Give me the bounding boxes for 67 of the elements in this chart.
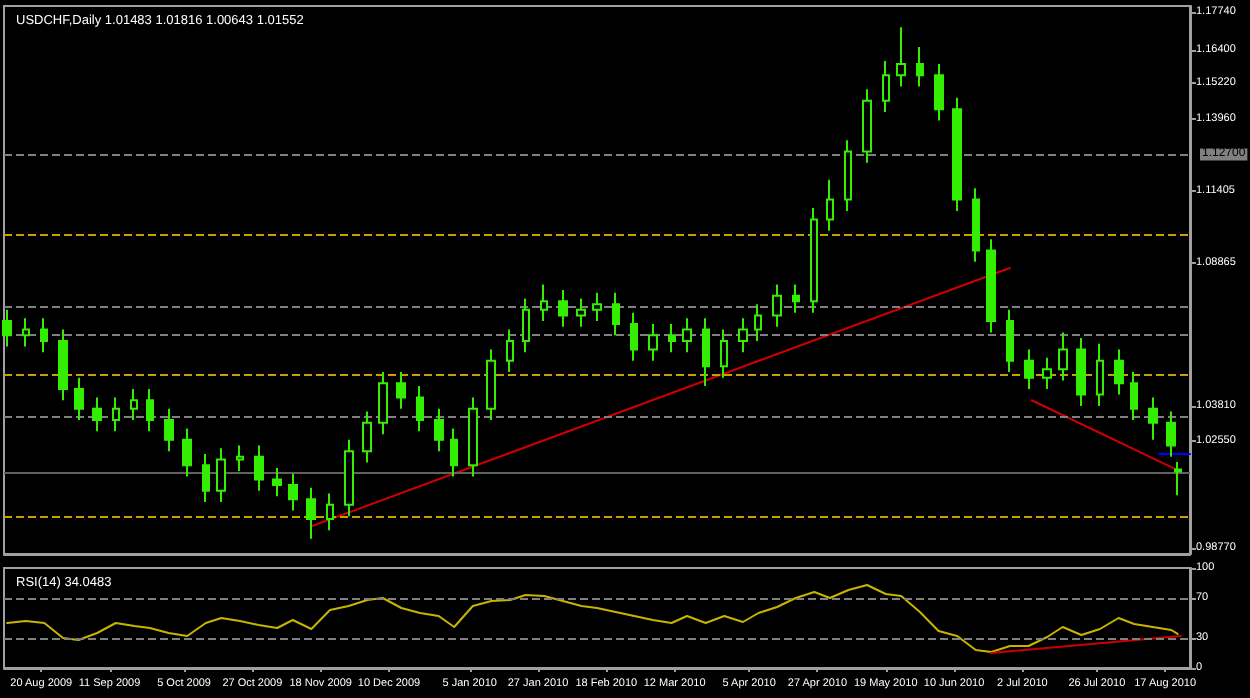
candlestick bbox=[2, 308, 12, 348]
candlestick bbox=[146, 387, 154, 433]
candlestick bbox=[702, 317, 710, 388]
candlestick bbox=[1042, 356, 1052, 390]
candlestick bbox=[1130, 370, 1138, 422]
candlestick bbox=[182, 427, 192, 478]
candlestick bbox=[844, 139, 852, 212]
candlestick bbox=[254, 444, 264, 492]
candlestick bbox=[1058, 331, 1068, 382]
candlestick bbox=[882, 60, 890, 113]
candlestick bbox=[74, 376, 84, 422]
candlestick bbox=[738, 317, 748, 354]
candlestick bbox=[202, 452, 210, 503]
candlestick bbox=[272, 467, 282, 498]
candlestick bbox=[164, 407, 174, 453]
candlestick bbox=[1166, 410, 1176, 458]
candlestick bbox=[22, 317, 30, 348]
candlestick bbox=[540, 283, 548, 323]
candlestick bbox=[934, 62, 944, 122]
candlestick bbox=[378, 370, 388, 436]
candlestick bbox=[986, 238, 996, 334]
candlestick bbox=[862, 88, 872, 164]
candlestick bbox=[344, 438, 354, 518]
candlestick bbox=[486, 348, 496, 422]
candlestick bbox=[648, 322, 658, 362]
candlestick bbox=[754, 303, 762, 342]
candlestick bbox=[1096, 342, 1104, 407]
candlestick bbox=[434, 407, 444, 453]
candlestick bbox=[810, 207, 818, 314]
candlestick bbox=[612, 291, 620, 337]
candlestick bbox=[130, 387, 138, 422]
candlestick bbox=[792, 283, 800, 314]
candlestick bbox=[522, 297, 530, 354]
candlestick bbox=[682, 317, 692, 354]
candlestick bbox=[396, 370, 406, 410]
candlestick bbox=[1174, 460, 1182, 497]
candlestick bbox=[362, 410, 372, 464]
candlestick bbox=[468, 396, 478, 478]
candlestick bbox=[416, 385, 424, 433]
candlestick bbox=[1148, 396, 1158, 441]
candlestick bbox=[40, 317, 48, 354]
candlestick bbox=[668, 322, 676, 354]
candlestick bbox=[972, 187, 980, 263]
candlestick bbox=[1006, 308, 1014, 373]
candlestick bbox=[1076, 337, 1086, 407]
candlestick bbox=[1114, 348, 1124, 396]
candlestick bbox=[772, 283, 782, 328]
candlestick bbox=[326, 492, 334, 532]
candlestick bbox=[506, 328, 514, 373]
candlestick bbox=[306, 486, 316, 540]
candlestick bbox=[92, 396, 102, 433]
candlestick bbox=[826, 178, 834, 232]
candlestick bbox=[288, 472, 298, 512]
candlestick bbox=[216, 447, 226, 503]
candlestick bbox=[916, 45, 924, 88]
candlestick bbox=[558, 289, 568, 328]
candlestick bbox=[896, 26, 906, 88]
candlestick bbox=[450, 427, 458, 478]
candlestick bbox=[1024, 348, 1034, 390]
candlestick bbox=[576, 297, 586, 328]
candlestick bbox=[112, 396, 120, 433]
candlestick bbox=[952, 96, 962, 212]
candlestick bbox=[720, 328, 728, 379]
candlestick bbox=[592, 291, 602, 323]
candlestick bbox=[630, 311, 638, 362]
candlestick bbox=[58, 328, 68, 402]
candlestick bbox=[236, 444, 244, 472]
